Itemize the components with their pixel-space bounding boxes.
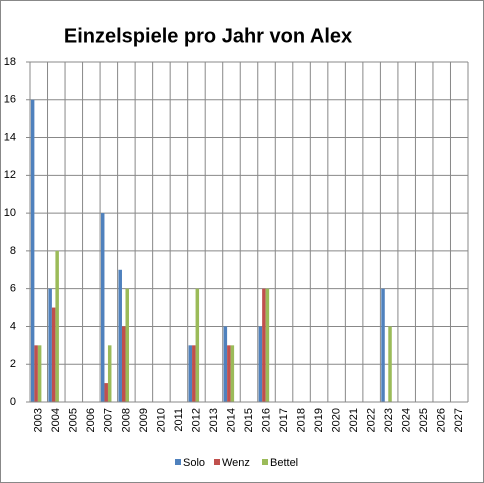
y-tick-label: 16 (4, 94, 16, 106)
x-tick-label: 2016 (260, 408, 272, 432)
x-tick-label: 2004 (50, 408, 62, 432)
bar (262, 288, 266, 402)
x-tick-label: 2013 (208, 408, 220, 432)
legend-swatch (175, 459, 181, 465)
x-tick-label: 2012 (190, 408, 202, 432)
x-tick-label: 2005 (68, 408, 80, 432)
x-tick-label: 2017 (278, 408, 290, 432)
legend-label: Solo (183, 457, 205, 469)
bar (223, 326, 228, 402)
bar (107, 345, 112, 402)
y-tick-label: 4 (10, 320, 16, 332)
bar (381, 288, 385, 402)
bar (230, 345, 235, 402)
x-tick-label: 2023 (383, 408, 395, 432)
legend-swatch (214, 459, 220, 465)
x-tick-label: 2025 (418, 408, 430, 432)
x-tick-label: 2026 (436, 408, 448, 432)
x-tick-label: 2027 (453, 408, 465, 432)
bar (265, 288, 270, 402)
legend-swatch (262, 459, 268, 465)
chart-title: Einzelspiele pro Jahr von Alex (64, 25, 352, 47)
x-tick-label: 2022 (366, 408, 378, 432)
y-tick-label: 8 (10, 245, 16, 257)
legend-label: Bettel (270, 457, 298, 469)
x-tick-label: 2006 (85, 408, 97, 432)
x-tick-label: 2014 (225, 408, 237, 432)
x-tick-label: 2015 (243, 408, 255, 432)
x-tick-label: 2008 (120, 408, 132, 432)
x-tick-label: 2011 (173, 408, 185, 432)
bar (227, 345, 231, 402)
bar (34, 345, 38, 402)
y-tick-label: 18 (4, 56, 16, 68)
x-tick-label: 2010 (155, 408, 167, 432)
x-tick-label: 2024 (401, 408, 413, 432)
bar (37, 345, 42, 402)
x-tick-label: 2018 (295, 408, 307, 432)
bar (100, 213, 105, 402)
legend-label: Wenz (222, 457, 250, 469)
bar (195, 288, 200, 402)
bar (104, 383, 108, 402)
bar (48, 288, 52, 402)
bar (30, 99, 35, 403)
y-tick-label: 14 (4, 131, 16, 143)
y-tick-label: 2 (10, 358, 16, 370)
y-tick-label: 12 (4, 169, 16, 181)
x-tick-label: 2020 (331, 408, 343, 432)
bar (188, 345, 193, 402)
bar (55, 250, 59, 402)
y-tick-label: 6 (10, 283, 16, 295)
y-tick-label: 10 (4, 207, 16, 219)
bar (121, 326, 126, 402)
bar (118, 269, 122, 402)
bar (51, 307, 56, 402)
x-tick-label: 2003 (33, 408, 45, 432)
bar (388, 326, 392, 402)
bar (125, 288, 129, 402)
x-tick-label: 2019 (313, 408, 325, 432)
bar (192, 345, 196, 402)
x-tick-label: 2021 (348, 408, 360, 432)
bar (258, 326, 263, 402)
x-tick-label: 2009 (138, 408, 150, 432)
y-tick-label: 0 (10, 396, 16, 408)
x-tick-label: 2007 (103, 408, 115, 432)
